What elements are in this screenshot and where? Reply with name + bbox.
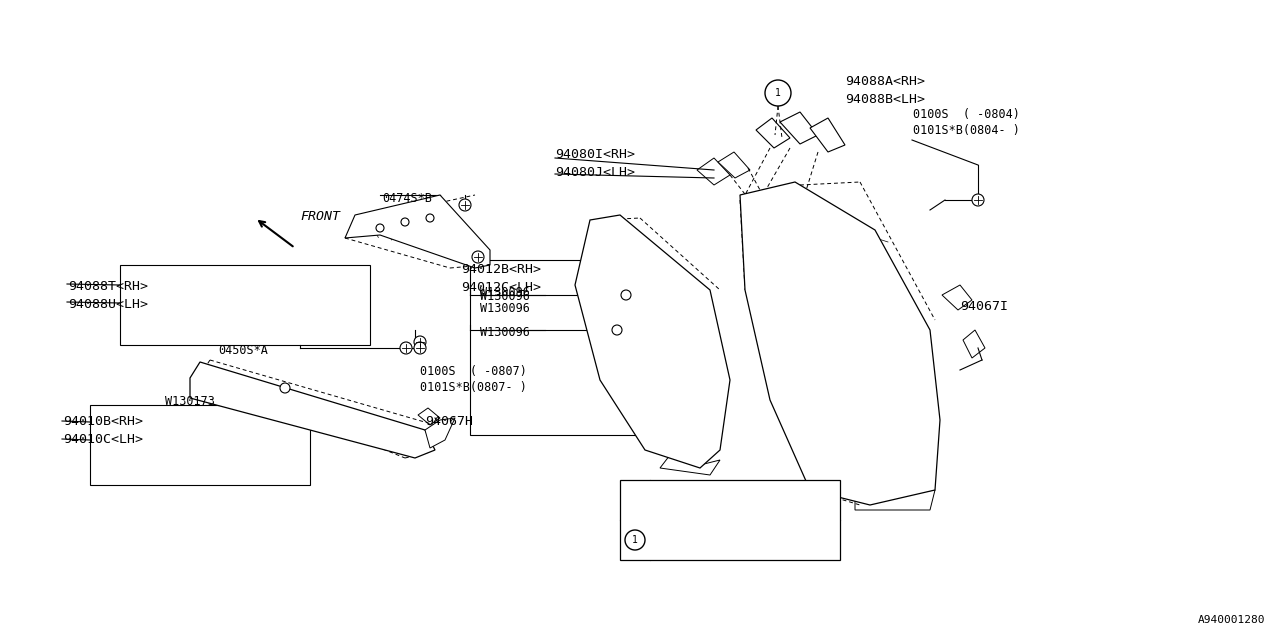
Text: 94067I: 94067I	[960, 300, 1009, 313]
Text: A940001280: A940001280	[1198, 615, 1265, 625]
Circle shape	[460, 199, 471, 211]
Polygon shape	[419, 408, 440, 425]
Bar	[470, 260, 669, 435]
Text: 1: 1	[776, 88, 781, 98]
Text: 0474S*B( -0512): 0474S*B( -0512)	[658, 534, 765, 547]
Circle shape	[401, 218, 410, 226]
Text: 0100S  ( -0807): 0100S ( -0807)	[420, 365, 527, 378]
Polygon shape	[425, 418, 454, 448]
Polygon shape	[810, 118, 845, 152]
Polygon shape	[740, 182, 940, 505]
Text: 1: 1	[632, 535, 637, 545]
Polygon shape	[780, 112, 818, 144]
Bar	[620, 480, 840, 560]
Circle shape	[621, 290, 631, 300]
Circle shape	[612, 325, 622, 335]
Text: 94080I<RH>: 94080I<RH>	[556, 148, 635, 161]
Polygon shape	[855, 490, 934, 510]
Text: 94088A<RH>: 94088A<RH>	[845, 75, 925, 88]
Text: 94088T<RH>: 94088T<RH>	[68, 280, 148, 293]
Text: 0101S*B(0804- ): 0101S*B(0804- )	[913, 124, 1020, 137]
Text: 0450S*A: 0450S*A	[218, 344, 268, 357]
Text: 94088B<LH>: 94088B<LH>	[845, 93, 925, 106]
Text: 94012C<LH>: 94012C<LH>	[461, 281, 541, 294]
Polygon shape	[963, 330, 986, 358]
Text: W130096: W130096	[480, 326, 530, 339]
Polygon shape	[346, 195, 490, 268]
Text: 0474S*B: 0474S*B	[381, 192, 431, 205]
Text: 0100S  ( -0804): 0100S ( -0804)	[913, 108, 1020, 121]
Text: 0101S*B(0807- ): 0101S*B(0807- )	[420, 381, 527, 394]
Text: 94067H: 94067H	[425, 415, 474, 428]
Bar	[90, 405, 310, 485]
Circle shape	[413, 336, 426, 348]
Text: W130096: W130096	[480, 302, 530, 315]
Circle shape	[376, 224, 384, 232]
Circle shape	[280, 383, 291, 393]
Text: W130096: W130096	[480, 290, 530, 303]
Polygon shape	[660, 455, 719, 475]
Polygon shape	[942, 285, 972, 310]
Circle shape	[426, 214, 434, 222]
Circle shape	[472, 251, 484, 263]
Text: 94010B<RH>: 94010B<RH>	[63, 415, 143, 428]
Polygon shape	[756, 118, 790, 148]
Text: W130096: W130096	[480, 286, 530, 299]
Bar	[120, 265, 370, 345]
Polygon shape	[189, 362, 435, 458]
Text: W130173: W130173	[165, 395, 215, 408]
Text: FRONT: FRONT	[300, 210, 340, 223]
Circle shape	[972, 194, 984, 206]
Polygon shape	[698, 158, 730, 185]
Polygon shape	[718, 152, 750, 178]
Text: 94010C<LH>: 94010C<LH>	[63, 433, 143, 446]
Circle shape	[765, 80, 791, 106]
Text: 94012B<RH>: 94012B<RH>	[461, 263, 541, 276]
Text: 0474S*A(0512- ): 0474S*A(0512- )	[658, 493, 765, 506]
Circle shape	[413, 342, 426, 354]
Circle shape	[625, 530, 645, 550]
Text: 94088U<LH>: 94088U<LH>	[68, 298, 148, 311]
Polygon shape	[575, 215, 730, 468]
Circle shape	[399, 342, 412, 354]
Text: 94080J<LH>: 94080J<LH>	[556, 166, 635, 179]
